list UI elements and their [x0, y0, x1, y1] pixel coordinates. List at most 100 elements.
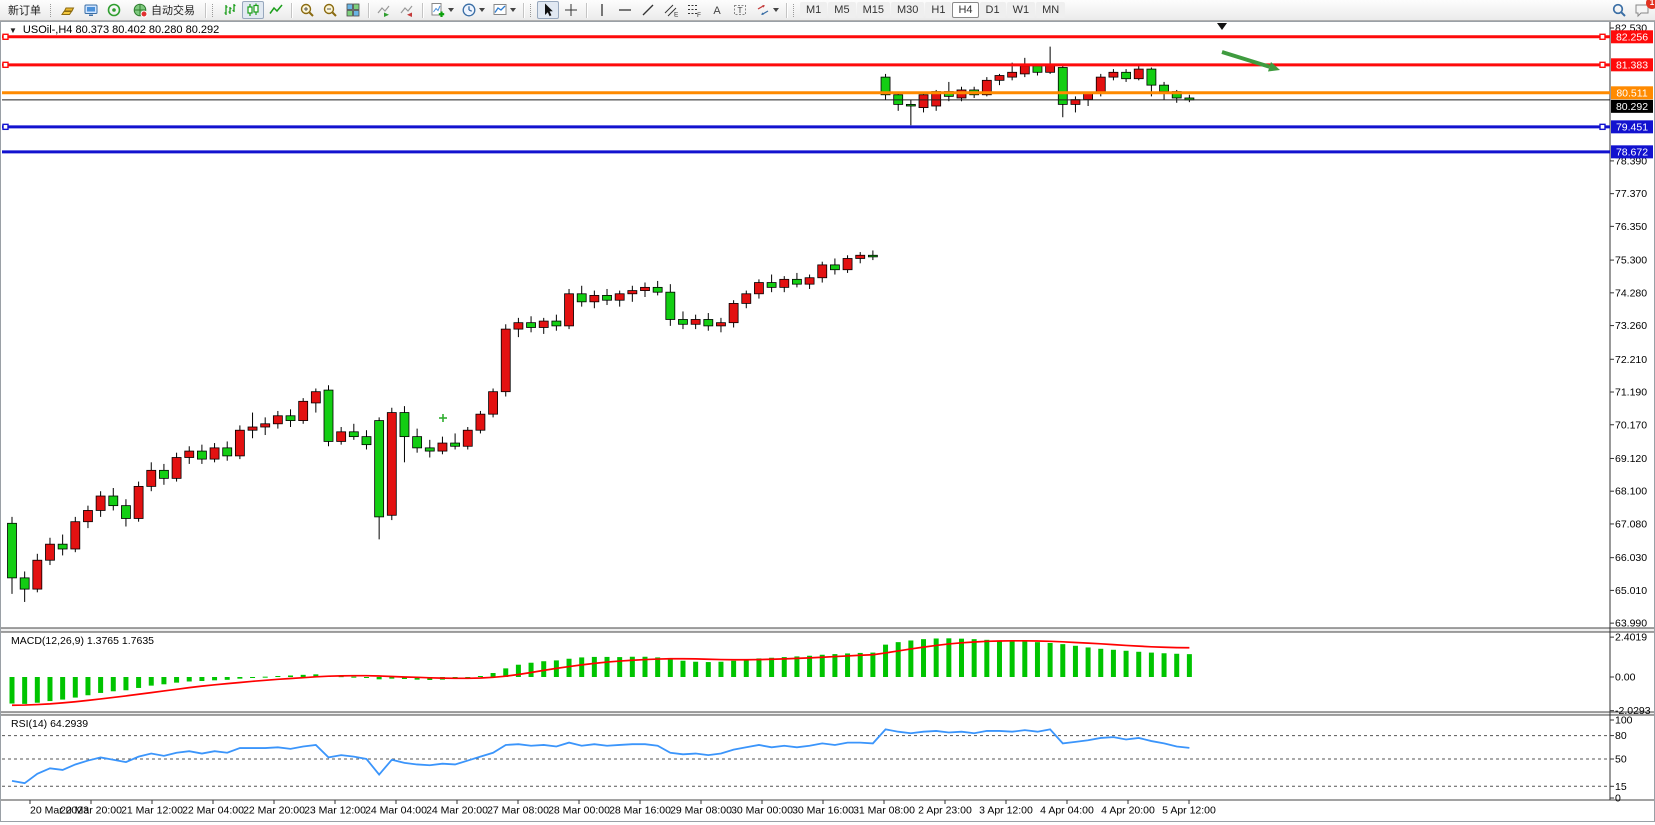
text-icon: A	[713, 5, 721, 17]
svg-text:22 Mar 20:00: 22 Mar 20:00	[243, 805, 305, 817]
svg-text:23 Mar 12:00: 23 Mar 12:00	[304, 805, 366, 817]
svg-text:81.383: 81.383	[1616, 59, 1648, 71]
svg-text:3 Apr 12:00: 3 Apr 12:00	[979, 805, 1033, 817]
svg-text:79.451: 79.451	[1616, 121, 1648, 133]
zoom-out-button[interactable]	[319, 1, 341, 19]
svg-text:67.080: 67.080	[1615, 518, 1647, 530]
trendline-tool-button[interactable]	[637, 1, 659, 19]
toolbar-separator	[205, 2, 206, 18]
svg-text:63.990: 63.990	[1615, 618, 1647, 630]
timeframe-W1[interactable]: W1	[1006, 2, 1036, 18]
line-handle[interactable]	[2, 33, 9, 40]
toolbar-separator	[291, 2, 292, 18]
svg-text:E: E	[674, 12, 679, 19]
equidistant-channel-icon: E	[664, 4, 679, 19]
price-axis[interactable]: 82.53078.39077.37076.35075.30074.28073.2…	[1610, 23, 1653, 630]
auto-scroll-icon	[377, 5, 390, 17]
svg-text:80: 80	[1615, 730, 1627, 742]
toolbar-grip	[793, 3, 797, 17]
timeframe-M15[interactable]: M15	[856, 2, 890, 18]
crosshair-tool-button[interactable]	[560, 1, 582, 19]
line-handle[interactable]	[1599, 61, 1606, 69]
timeframe-M30[interactable]: M30	[890, 2, 925, 18]
svg-text:21 Mar 12:00: 21 Mar 12:00	[121, 805, 183, 817]
timeframe-H1[interactable]: H1	[925, 2, 952, 18]
signal-icon	[107, 3, 121, 17]
trend-arrow-head[interactable]	[1268, 61, 1280, 72]
toolbar-grip	[50, 3, 54, 17]
svg-text:28 Mar 16:00: 28 Mar 16:00	[609, 805, 671, 817]
periods-button[interactable]	[458, 1, 488, 19]
svg-text:82.256: 82.256	[1616, 31, 1648, 43]
svg-text:4 Apr 04:00: 4 Apr 04:00	[1040, 805, 1094, 817]
svg-text:71.190: 71.190	[1615, 387, 1647, 399]
svg-text:80.292: 80.292	[1616, 101, 1648, 113]
text-tool-button[interactable]: A	[706, 1, 728, 19]
search-button[interactable]	[1608, 1, 1630, 19]
svg-text:76.350: 76.350	[1615, 221, 1647, 233]
candles	[7, 46, 1195, 602]
new-order-button[interactable]: 新订单	[2, 1, 47, 19]
bar-chart-mode-button[interactable]	[219, 1, 241, 19]
cursor-tool-button[interactable]	[537, 1, 559, 19]
channel-tool-button[interactable]: E	[660, 1, 682, 19]
timeframe-MN[interactable]: MN	[1036, 2, 1066, 18]
auto-trading-label: 自动交易	[151, 5, 195, 17]
svg-text:29 Mar 08:00: 29 Mar 08:00	[670, 805, 732, 817]
trade-panel-button[interactable]	[57, 1, 79, 19]
macd-pane: 2.4019 0.00 -2.0293 MACD(12,26,9) 1.3765 1.…	[9, 632, 1651, 717]
svg-text:T: T	[737, 5, 742, 15]
notifications-button[interactable]: 1	[1631, 0, 1655, 19]
arrows-tool-button[interactable]	[752, 1, 782, 19]
macd-signal-line	[11, 639, 1190, 707]
tile-windows-button[interactable]	[342, 1, 364, 19]
svg-text:A: A	[713, 5, 721, 17]
vertical-line-tool-button[interactable]	[591, 1, 613, 19]
line-handle[interactable]	[1599, 33, 1606, 40]
fibonacci-tool-button[interactable]: F	[683, 1, 705, 19]
vertical-line-icon	[601, 4, 603, 16]
trend-arrow[interactable]	[1221, 50, 1271, 69]
timeframe-D1[interactable]: D1	[979, 2, 1006, 18]
dropdown-arrow-icon	[448, 8, 454, 12]
toolbar-separator	[368, 2, 369, 18]
text-label-tool-button[interactable]: T	[729, 1, 751, 19]
auto-trading-globe-icon	[133, 3, 148, 18]
line-handle[interactable]	[1599, 123, 1606, 131]
templates-button[interactable]	[489, 1, 519, 19]
trendline-icon	[642, 4, 654, 16]
toolbar-grip	[530, 3, 534, 17]
svg-text:68.100: 68.100	[1615, 486, 1647, 498]
chart-window[interactable]: 82.530 78.390 77.370 76.350 75.300 74.280 73.2…	[0, 21, 1655, 825]
line-handle[interactable]	[2, 123, 9, 131]
chart-shift-button[interactable]	[396, 1, 418, 19]
svg-text:77.370: 77.370	[1615, 188, 1647, 200]
indicators-button[interactable]	[427, 1, 457, 19]
svg-text:2.4019: 2.4019	[1615, 632, 1647, 644]
line-chart-mode-button[interactable]	[265, 1, 287, 19]
svg-text:31 Mar 08:00: 31 Mar 08:00	[853, 805, 915, 817]
timeframe-M5[interactable]: M5	[828, 2, 856, 18]
svg-text:66.030: 66.030	[1615, 552, 1647, 564]
line-handle[interactable]	[2, 61, 9, 69]
cursor-icon	[545, 3, 553, 17]
auto-scroll-button[interactable]	[373, 1, 395, 19]
tile-windows-icon	[346, 3, 360, 17]
price-chart[interactable]: 82.53078.39077.37076.35075.30074.28073.2…	[0, 21, 1655, 825]
symbol-dropdown-icon[interactable]: ▼	[9, 25, 17, 35]
svg-text:20 Mar 20:00: 20 Mar 20:00	[60, 805, 122, 817]
market-watch-button[interactable]	[80, 1, 102, 19]
auto-trading-button[interactable]: 自动交易	[126, 1, 201, 19]
timeframe-M1[interactable]: M1	[800, 2, 828, 18]
horizontal-line-tool-button[interactable]	[614, 1, 636, 19]
time-marker-icon[interactable]	[1217, 23, 1227, 30]
svg-text:28 Mar 00:00: 28 Mar 00:00	[548, 805, 610, 817]
svg-text:0.00: 0.00	[1615, 672, 1636, 684]
signal-button[interactable]	[103, 1, 125, 19]
svg-text:24 Mar 20:00: 24 Mar 20:00	[426, 805, 488, 817]
timeframe-H4[interactable]: H4	[952, 2, 979, 18]
zoom-in-button[interactable]	[296, 1, 318, 19]
candlestick-mode-button[interactable]	[242, 1, 264, 19]
